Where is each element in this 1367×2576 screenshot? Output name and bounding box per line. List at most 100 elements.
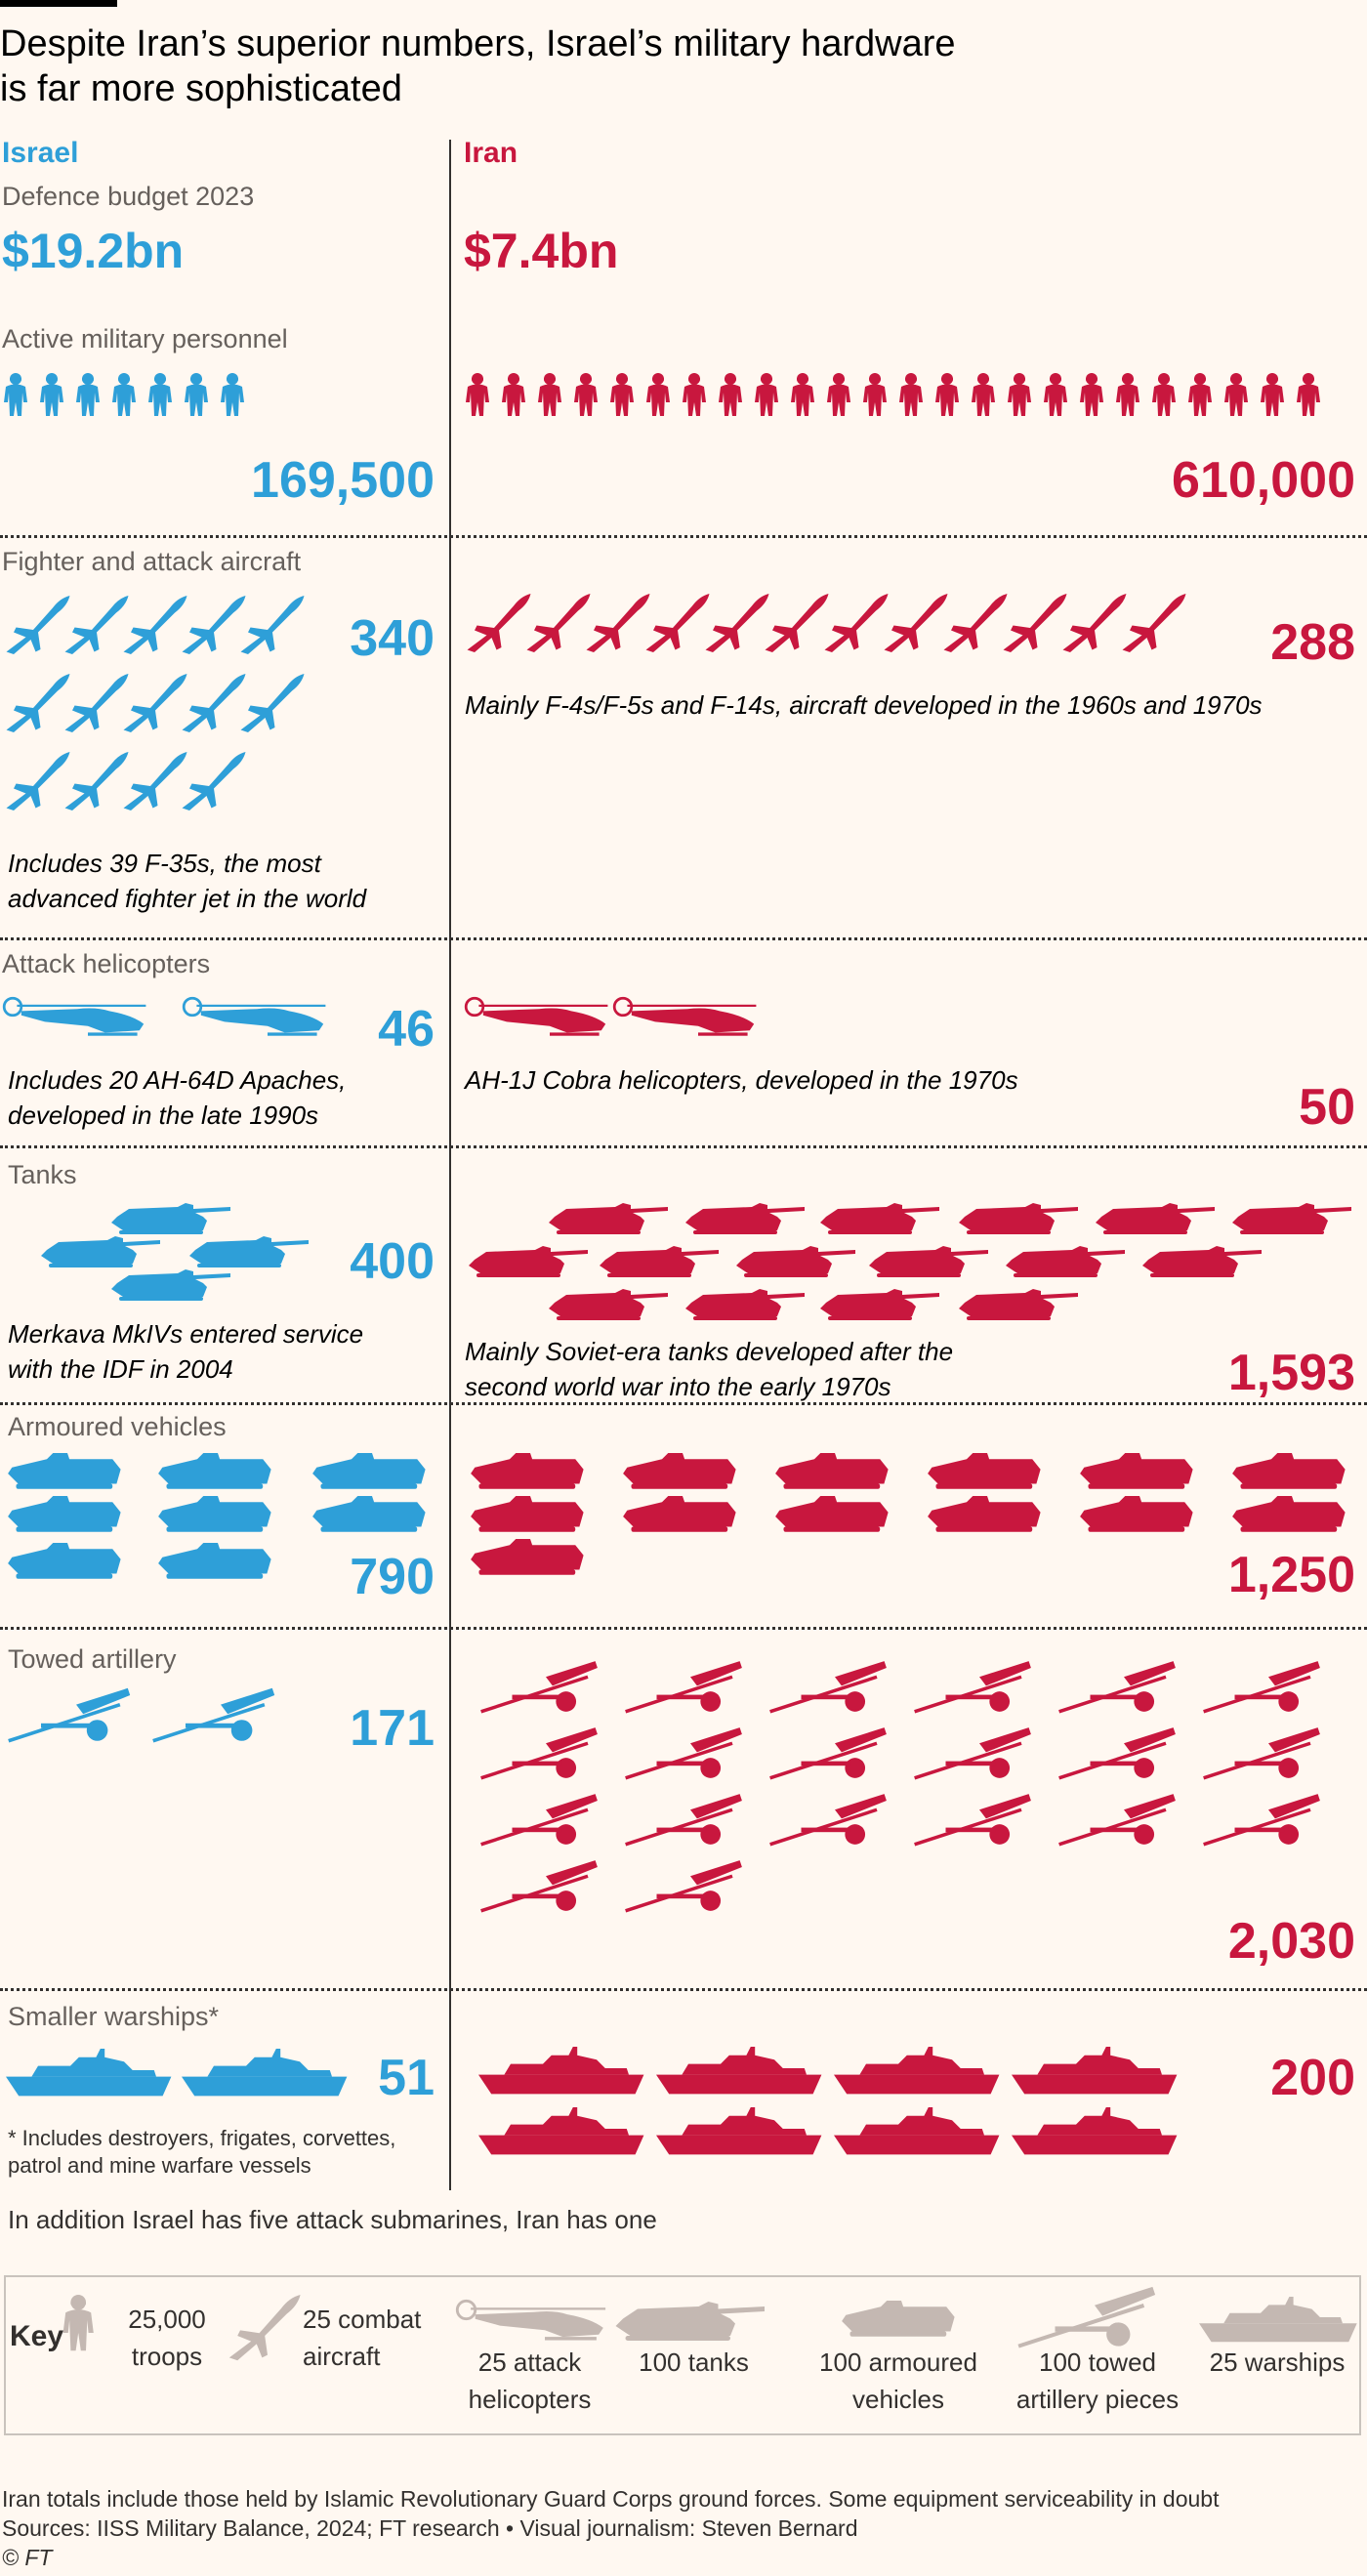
iran-warship-icon <box>1012 2107 1178 2155</box>
israel-tanks-note: Merkava MkIVs entered service with the I… <box>8 1316 363 1387</box>
iran-artillery-icon <box>625 1860 742 1913</box>
key-warship-icon <box>1199 2297 1357 2343</box>
tanks-label: Tanks <box>8 1160 77 1189</box>
israel-tanks-value: 400 <box>350 1233 435 1290</box>
iran-soldier-icon <box>1080 373 1103 416</box>
artillery-label: Towed artillery <box>8 1644 177 1674</box>
iran-tank-icon <box>959 1289 1078 1320</box>
iran-soldier-icon <box>1297 373 1320 416</box>
iran-tank-icon <box>1142 1246 1262 1277</box>
iran-tanks-note-line-2: second world war into the early 1970s <box>465 1372 891 1401</box>
iran-aircraft-value: 288 <box>1270 614 1355 671</box>
divider-aircraft <box>0 937 1367 940</box>
iran-tanks-value: 1,593 <box>1227 1345 1355 1401</box>
divider-helicopters <box>0 1145 1367 1148</box>
key-artillery-icon <box>1017 2286 1156 2348</box>
iran-apc-icon <box>623 1453 736 1489</box>
iran-helicopter-icon <box>612 996 757 1036</box>
israel-soldier-icon <box>76 373 100 416</box>
iran-jet-icon <box>1003 594 1067 652</box>
iran-tanks-note: Mainly Soviet-era tanks developed after … <box>465 1334 953 1404</box>
israel-jet-icon <box>6 674 70 732</box>
warships-footnote: * Includes destroyers, frigates, corvett… <box>8 2125 395 2180</box>
iran-soldier-icon <box>466 373 489 416</box>
key-heli-label: 25 attack helicopters <box>454 2344 605 2418</box>
israel-jet-icon <box>182 752 246 810</box>
iran-tank-icon <box>469 1246 588 1277</box>
israel-artillery-icon <box>152 1687 275 1743</box>
iran-soldier-icon <box>538 373 561 416</box>
israel-soldier-icon <box>40 373 63 416</box>
iran-apc-icon <box>471 1496 584 1532</box>
iran-jet-icon <box>586 594 650 652</box>
iran-soldier-icon <box>1044 373 1067 416</box>
israel-helicopters-note: Includes 20 AH-64D Apaches, developed in… <box>8 1062 346 1133</box>
key-box <box>4 2275 1361 2435</box>
iran-apc-icon <box>775 1496 889 1532</box>
iran-soldier-icon <box>610 373 634 416</box>
iran-artillery-icon <box>1203 1727 1320 1780</box>
iran-artillery-icon <box>480 1860 598 1913</box>
warships-footnote-line-1: * Includes destroyers, frigates, corvett… <box>8 2126 396 2150</box>
iran-tank-icon <box>869 1246 988 1277</box>
apc-label: Armoured vehicles <box>8 1412 227 1441</box>
israel-tank-icon <box>41 1236 160 1267</box>
israel-jet-icon <box>64 674 129 732</box>
israel-jet-icon <box>240 596 305 654</box>
israel-soldier-icon <box>221 373 244 416</box>
israel-soldier-icon <box>4 373 27 416</box>
key-apc-line-2: vehicles <box>852 2385 944 2414</box>
iran-jet-icon <box>645 594 710 652</box>
israel-jet-icon <box>123 596 187 654</box>
iran-tank-icon <box>685 1289 805 1320</box>
key-soldier-icon <box>62 2295 94 2351</box>
israel-apc-icon <box>8 1543 121 1579</box>
iran-jet-icon <box>824 594 889 652</box>
israel-jet-icon <box>6 596 70 654</box>
iran-artillery-icon <box>914 1794 1031 1847</box>
key-tank-icon <box>615 2302 765 2341</box>
iran-soldier-icon <box>863 373 887 416</box>
iran-apc-value: 1,250 <box>1227 1547 1355 1603</box>
key-aircraft-label: 25 combat aircraft <box>303 2301 449 2375</box>
iran-jet-icon <box>765 594 829 652</box>
iran-tank-icon <box>820 1289 939 1320</box>
title-line-2: is far more sophisticated <box>0 68 402 109</box>
iran-soldier-icon <box>899 373 923 416</box>
chart-title: Despite Iran’s superior numbers, Israel’… <box>0 21 1074 111</box>
iran-jet-icon <box>1122 594 1186 652</box>
iran-soldier-icon <box>683 373 706 416</box>
iran-jet-icon <box>884 594 948 652</box>
israel-tanks-note-line-2: with the IDF in 2004 <box>8 1354 233 1384</box>
israel-helicopter-icon <box>182 996 326 1036</box>
israel-apc-icon <box>312 1496 426 1532</box>
iran-apc-icon <box>471 1453 584 1489</box>
iran-tank-icon <box>1232 1203 1351 1234</box>
iran-apc-icon <box>471 1539 584 1575</box>
israel-apc-icon <box>312 1453 426 1489</box>
top-rule <box>0 0 117 7</box>
israel-warships-value: 51 <box>378 2050 435 2106</box>
key-jet-icon <box>228 2295 301 2361</box>
israel-budget: $19.2bn <box>2 224 185 278</box>
iran-helicopter-icon <box>464 996 608 1036</box>
israel-warship-icon <box>6 2049 172 2097</box>
iran-apc-icon <box>1080 1496 1193 1532</box>
iran-header: Iran <box>464 137 518 169</box>
iran-artillery-icon <box>914 1727 1031 1780</box>
iran-artillery-icon <box>769 1794 887 1847</box>
iran-budget: $7.4bn <box>464 224 619 278</box>
iran-helicopters-note: AH-1J Cobra helicopters, developed in th… <box>465 1065 1018 1095</box>
divider-tanks <box>0 1402 1367 1405</box>
israel-tanks-note-line-1: Merkava MkIVs entered service <box>8 1319 364 1349</box>
israel-tank-icon <box>189 1236 309 1267</box>
iran-soldier-icon <box>827 373 850 416</box>
iran-artillery-icon <box>625 1794 742 1847</box>
iran-soldier-icon <box>972 373 995 416</box>
footer-sources: Sources: IISS Military Balance, 2024; FT… <box>2 2515 858 2541</box>
israel-helicopters-value: 46 <box>378 1001 435 1058</box>
iran-soldier-icon <box>791 373 814 416</box>
iran-tank-icon <box>959 1203 1078 1234</box>
iran-artillery-icon <box>480 1661 598 1714</box>
iran-soldier-icon <box>1116 373 1139 416</box>
